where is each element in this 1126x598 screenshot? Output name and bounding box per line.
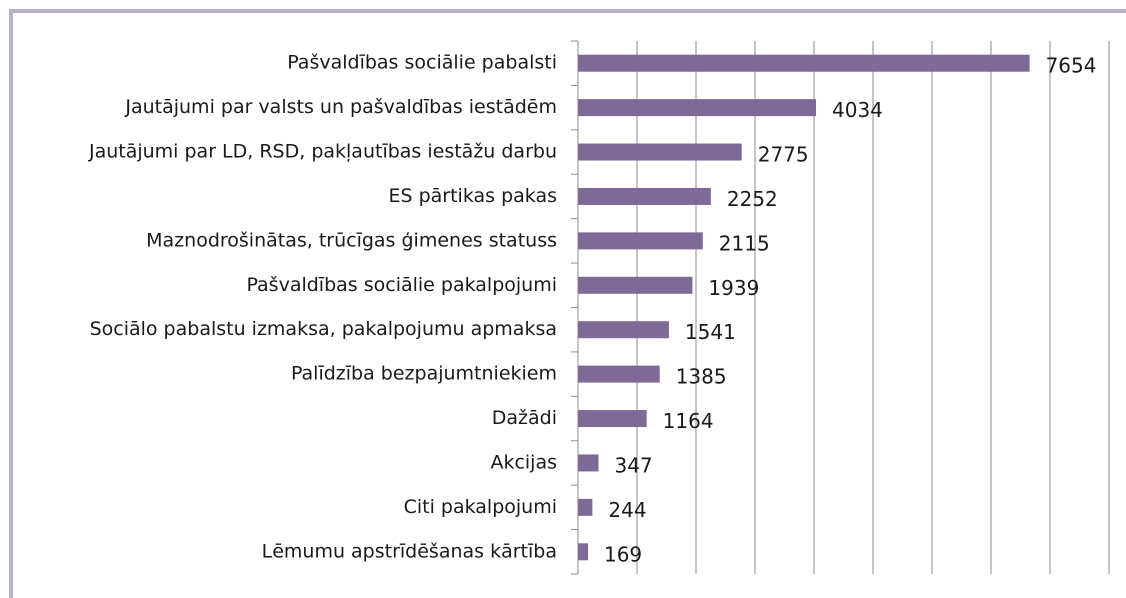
- bar: [578, 143, 742, 161]
- category-label: Pašvaldības sociālie pabalsti: [287, 52, 557, 74]
- bar: [578, 321, 669, 339]
- category-label: Akcijas: [490, 451, 557, 473]
- value-label: 244: [608, 498, 646, 522]
- category-label: Dažādi: [492, 407, 557, 429]
- category-label: Sociālo pabalstu izmaksa, pakalpojumu ap…: [90, 318, 557, 340]
- bar: [578, 543, 588, 561]
- bar: [578, 365, 660, 383]
- value-label: 1164: [663, 409, 714, 433]
- value-label: 347: [614, 453, 652, 477]
- category-label: Maznodrošinātas, trūcīgas ģimenes status…: [146, 229, 557, 251]
- category-label: Pašvaldības sociālie pakalpojumi: [246, 274, 557, 296]
- value-label: 7654: [1046, 54, 1097, 78]
- category-label: Jautājumi par LD, RSD, pakļautības iestā…: [88, 141, 557, 163]
- value-label: 2115: [719, 231, 770, 255]
- category-label: Lēmumu apstrīdēšanas kārtība: [262, 540, 557, 562]
- bar: [578, 276, 693, 294]
- value-label: 2775: [758, 143, 809, 167]
- category-label: Palīdzība bezpajumtniekiem: [291, 363, 557, 385]
- value-label: 2252: [727, 187, 778, 211]
- bar: [578, 454, 599, 472]
- bar: [578, 99, 817, 117]
- value-label: 4034: [832, 98, 883, 122]
- category-label: Jautājumi par valsts un pašvaldības iest…: [124, 96, 557, 118]
- value-label: 1939: [708, 276, 759, 300]
- bar: [578, 410, 647, 428]
- category-label: ES pārtikas pakas: [388, 185, 557, 207]
- category-label: Citi pakalpojumi: [404, 496, 557, 518]
- value-label: 1541: [685, 320, 736, 344]
- bar: [578, 187, 711, 205]
- bar: [578, 498, 593, 516]
- value-label: 1385: [676, 365, 727, 389]
- value-label: 169: [604, 542, 642, 566]
- bar: [578, 54, 1030, 72]
- bar: [578, 232, 703, 250]
